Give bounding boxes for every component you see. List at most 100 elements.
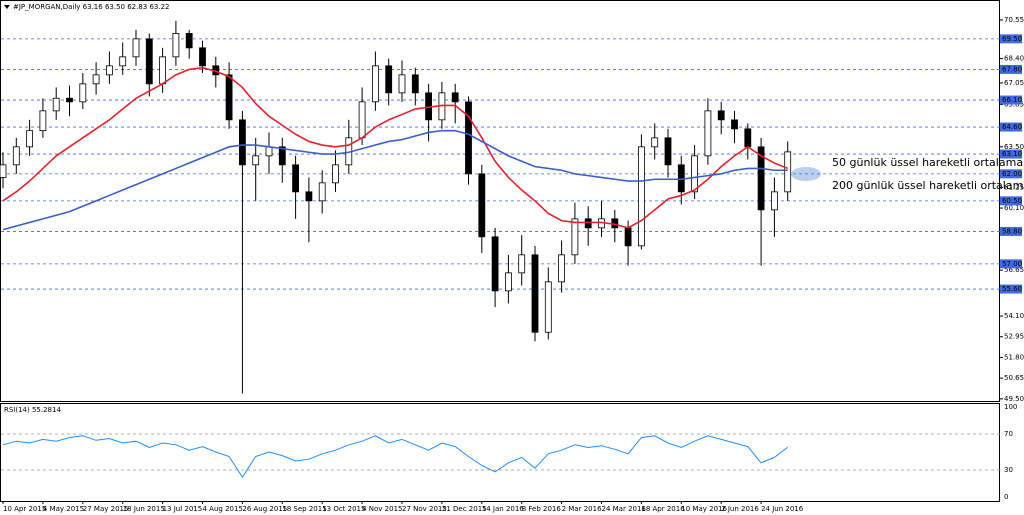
y-tick-label: 0: [1004, 493, 1008, 501]
x-tick-label: 2 Jun 2016: [721, 505, 759, 513]
candle-body: [265, 146, 273, 157]
y-tick-label: 52.95: [1004, 333, 1024, 341]
candle-body: [79, 83, 87, 103]
x-tick-label: 13 Oct 2015: [322, 505, 365, 513]
candle-body: [717, 110, 725, 121]
x-tick-label: 27 May 2015: [83, 505, 129, 513]
candle-body: [784, 151, 792, 193]
level-label: 60.50: [1002, 197, 1022, 205]
menu-arrow: [4, 5, 10, 9]
level-label-box: [1000, 284, 1022, 294]
y-tick-label: 50.65: [1004, 374, 1024, 382]
candle-body: [478, 173, 486, 238]
candle-body: [225, 74, 233, 121]
candle-body: [159, 56, 167, 85]
candle-body: [451, 92, 459, 103]
candle-body: [744, 128, 752, 148]
y-tick-label: 68.40: [1004, 55, 1024, 63]
level-label-box: [1000, 226, 1022, 236]
y-tick-label: 100: [1004, 403, 1017, 411]
candle-body: [0, 164, 7, 178]
x-tick-label: 24 Mar 2016: [602, 505, 647, 513]
y-tick-label: 30: [1004, 466, 1013, 474]
level-label-box: [1000, 149, 1022, 159]
candle-body: [292, 164, 300, 193]
candle-body: [119, 56, 127, 67]
level-label-box: [1000, 122, 1022, 132]
x-tick-label: 18 Apr 2016: [641, 505, 685, 513]
candle-body: [664, 137, 672, 166]
y-tick-label: 61.25: [1004, 183, 1024, 191]
candle-body: [704, 110, 712, 157]
x-tick-label: 18 Jun 2015: [123, 505, 165, 513]
ema-line: [2, 129, 788, 231]
level-label: 62.00: [1002, 170, 1022, 178]
y-tick-label: 70.55: [1004, 16, 1024, 24]
candle-body: [518, 254, 526, 274]
candle-body: [305, 191, 313, 202]
candle-body: [26, 130, 34, 148]
x-tick-label: 4 Nov 2015: [362, 505, 402, 513]
level-label-box: [1000, 34, 1022, 44]
candle-body: [185, 33, 193, 49]
candle-body: [66, 97, 73, 103]
candle-body: [238, 119, 246, 166]
y-tick-label: 63.50: [1004, 143, 1024, 151]
x-tick-label: 24 Jun 2016: [761, 505, 804, 513]
annotation: 200 günlük üssel hareketli ortalama: [832, 179, 1024, 192]
x-tick-label: 10 Apr 2015: [3, 505, 46, 513]
annotation: 50 günlük üssel hareketli ortalama: [832, 156, 1023, 169]
x-tick-label: 21 Dec 2015: [442, 505, 487, 513]
y-tick-label: 54.10: [1004, 312, 1024, 320]
x-tick-label: 27 Nov 2015: [402, 505, 447, 513]
level-label-box: [1000, 95, 1022, 105]
level-label: 64.60: [1002, 123, 1022, 131]
level-label-box: [1000, 169, 1022, 179]
candle-body: [92, 74, 100, 85]
y-tick-label: 60.10: [1004, 204, 1024, 212]
candle-body: [106, 65, 113, 76]
candle-body: [358, 101, 366, 139]
x-tick-label: 13 Jul 2015: [163, 505, 203, 513]
candle-body: [172, 33, 180, 58]
candle-body: [398, 74, 406, 94]
x-tick-label: 14 Jan 2016: [482, 505, 525, 513]
level-label-box: [1000, 259, 1022, 269]
candle-body: [691, 155, 698, 193]
x-tick-label: 2 Mar 2016: [562, 505, 602, 513]
x-tick-label: 4 Aug 2015: [203, 505, 243, 513]
level-label-box: [1000, 64, 1022, 74]
y-tick-label: 70: [1004, 430, 1013, 438]
chart-title: #JP_MORGAN,Daily 63.16 63.50 62.83 63.22: [13, 3, 170, 11]
candle-body: [757, 146, 765, 211]
candle-body: [145, 38, 153, 85]
candle-body: [544, 281, 552, 333]
level-label: 69.50: [1002, 35, 1022, 43]
candle-body: [571, 218, 579, 256]
candle-body: [651, 137, 659, 148]
level-label: 67.80: [1002, 65, 1022, 73]
candle-body: [318, 182, 326, 202]
candle-body: [52, 97, 60, 112]
candle-body: [465, 101, 472, 175]
candle-body: [584, 218, 592, 229]
rsi-panel: [0, 403, 1000, 502]
candle-body: [278, 146, 286, 166]
candle-body: [12, 146, 20, 166]
candle-body: [371, 65, 379, 103]
candle-body: [132, 38, 140, 58]
level-label-box: [1000, 196, 1022, 206]
candle-body: [638, 146, 645, 247]
candle-body: [558, 254, 565, 283]
y-tick-label: 56.65: [1004, 266, 1024, 274]
y-tick-label: 49.50: [1004, 395, 1024, 403]
candle-body: [332, 164, 339, 184]
x-tick-label: 26 Aug 2015: [242, 505, 287, 513]
candle-body: [385, 65, 393, 94]
candle-body: [624, 227, 632, 247]
candle-body: [731, 119, 738, 130]
candle-body: [491, 236, 499, 292]
level-label: 63.10: [1002, 150, 1022, 158]
level-label: 66.10: [1002, 96, 1022, 104]
